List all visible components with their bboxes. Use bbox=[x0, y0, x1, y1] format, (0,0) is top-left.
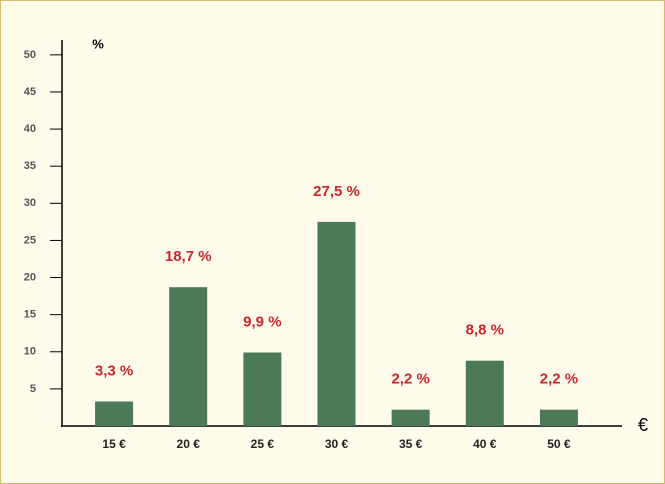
bar bbox=[169, 287, 208, 426]
value-label: 9,9 % bbox=[243, 313, 281, 330]
x-tick-label: 20 € bbox=[177, 437, 201, 451]
y-tick-label: 20 bbox=[24, 271, 36, 283]
value-label: 8,8 % bbox=[466, 322, 504, 339]
x-tick-label: 40 € bbox=[473, 437, 497, 451]
value-label: 3,3 % bbox=[95, 362, 133, 379]
y-tick-label: 30 bbox=[24, 197, 36, 209]
x-tick-label: 50 € bbox=[547, 437, 571, 451]
x-tick-label: 15 € bbox=[102, 437, 126, 451]
y-axis-label: % bbox=[92, 36, 104, 51]
bar bbox=[465, 360, 504, 426]
bar bbox=[243, 352, 282, 426]
bar bbox=[539, 409, 578, 426]
x-tick-label: 35 € bbox=[399, 437, 423, 451]
y-tick-label: 15 bbox=[24, 309, 36, 321]
y-tick-label: 25 bbox=[24, 234, 36, 246]
bar bbox=[95, 401, 134, 426]
bar bbox=[317, 221, 356, 426]
y-tick-label: 40 bbox=[24, 123, 36, 135]
y-tick-label: 35 bbox=[24, 160, 36, 172]
y-tick-label: 45 bbox=[24, 86, 36, 98]
y-tick-label: 5 bbox=[30, 383, 36, 395]
x-tick-label: 30 € bbox=[325, 437, 349, 451]
value-label: 2,2 % bbox=[391, 371, 429, 388]
y-tick-label: 10 bbox=[24, 346, 36, 358]
x-tick-label: 25 € bbox=[251, 437, 275, 451]
x-axis-label: € bbox=[638, 415, 648, 435]
y-tick-label: 50 bbox=[24, 49, 36, 61]
value-label: 27,5 % bbox=[313, 183, 360, 200]
bar bbox=[391, 409, 430, 426]
value-label: 18,7 % bbox=[165, 248, 212, 265]
value-label: 2,2 % bbox=[540, 371, 578, 388]
